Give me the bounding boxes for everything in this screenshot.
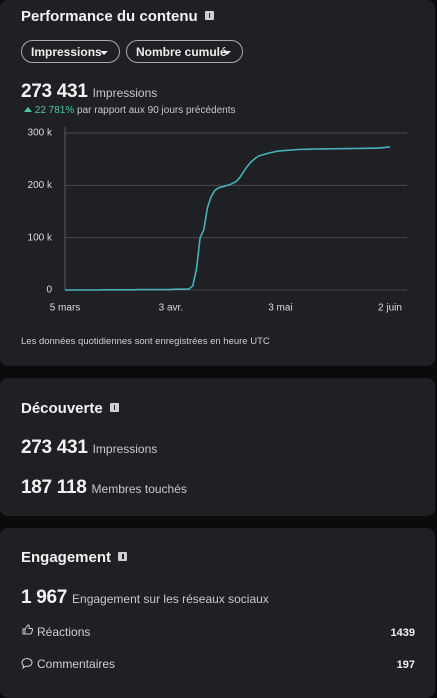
x-tick-label: 3 avr. bbox=[159, 303, 183, 314]
y-tick-label: 0 bbox=[46, 285, 52, 296]
engagement-card: Engagement 1 967 Engagement sur les rése… bbox=[0, 528, 435, 698]
info-icon[interactable] bbox=[118, 552, 128, 561]
filter-dropdown[interactable]: Nombre cumulé bbox=[126, 40, 243, 63]
filter-dropdown[interactable]: Impressions bbox=[21, 40, 120, 63]
title-text: Engagement bbox=[21, 549, 112, 566]
total-metric: 273 431 Impressions bbox=[21, 81, 157, 103]
x-tick-label: 3 mai bbox=[268, 303, 292, 314]
metric-label: Membres touchés bbox=[91, 482, 187, 496]
chart-note: Les données quotidiennes sont enregistré… bbox=[21, 336, 270, 347]
row-value: 1439 bbox=[390, 627, 415, 639]
change-value: 22 781% bbox=[34, 105, 75, 116]
row-value: 197 bbox=[396, 659, 415, 671]
y-tick-label: 200 k bbox=[28, 180, 53, 191]
discovery-card: Découverte 273 431 Impressions 187 118 M… bbox=[0, 378, 435, 516]
info-icon[interactable] bbox=[109, 403, 119, 412]
row-label: Réactions bbox=[37, 625, 91, 639]
metric-value: 187 118 bbox=[21, 477, 87, 498]
change-line: 22 781% par rapport aux 90 jours précéde… bbox=[24, 105, 235, 116]
metric: 187 118 Membres touchés bbox=[21, 477, 187, 499]
up-arrow bbox=[24, 107, 32, 112]
card-title: Engagement bbox=[21, 549, 128, 566]
metric-value: 273 431 bbox=[21, 437, 88, 458]
chart: 0 100 k 200 k 300 k 5 mars 3 avr. 3 mai 2 juin bbox=[28, 127, 407, 314]
total-value: 273 431 bbox=[21, 81, 88, 102]
x-tick-label: 2 juin bbox=[378, 303, 402, 314]
row-label: Commentaires bbox=[37, 657, 116, 671]
total-label: Impressions bbox=[92, 86, 158, 100]
x-tick-label: 5 mars bbox=[50, 303, 81, 314]
y-tick-label: 100 k bbox=[28, 232, 53, 243]
change-label: par rapport aux 90 jours précédents bbox=[77, 105, 236, 116]
metric-label: Impressions bbox=[92, 442, 158, 456]
y-tick-label: 300 k bbox=[28, 128, 53, 139]
card-title: Performance du contenu bbox=[21, 8, 214, 25]
metric-label: Engagement sur les réseaux sociaux bbox=[72, 592, 269, 606]
data-line bbox=[65, 146, 391, 291]
reaction-icon bbox=[22, 624, 33, 635]
info-icon[interactable] bbox=[204, 11, 214, 20]
comment-icon bbox=[21, 657, 33, 669]
metric-value: 1 967 bbox=[21, 587, 68, 608]
title-text: Performance du contenu bbox=[21, 8, 198, 25]
card-title: Découverte bbox=[21, 400, 119, 417]
title-text: Découverte bbox=[21, 400, 103, 417]
metric: 1 967 Engagement sur les réseaux sociaux bbox=[21, 587, 269, 609]
metric: 273 431 Impressions bbox=[21, 437, 157, 459]
performance-card: Performance du contenu Impressions Nombr… bbox=[0, 0, 435, 366]
